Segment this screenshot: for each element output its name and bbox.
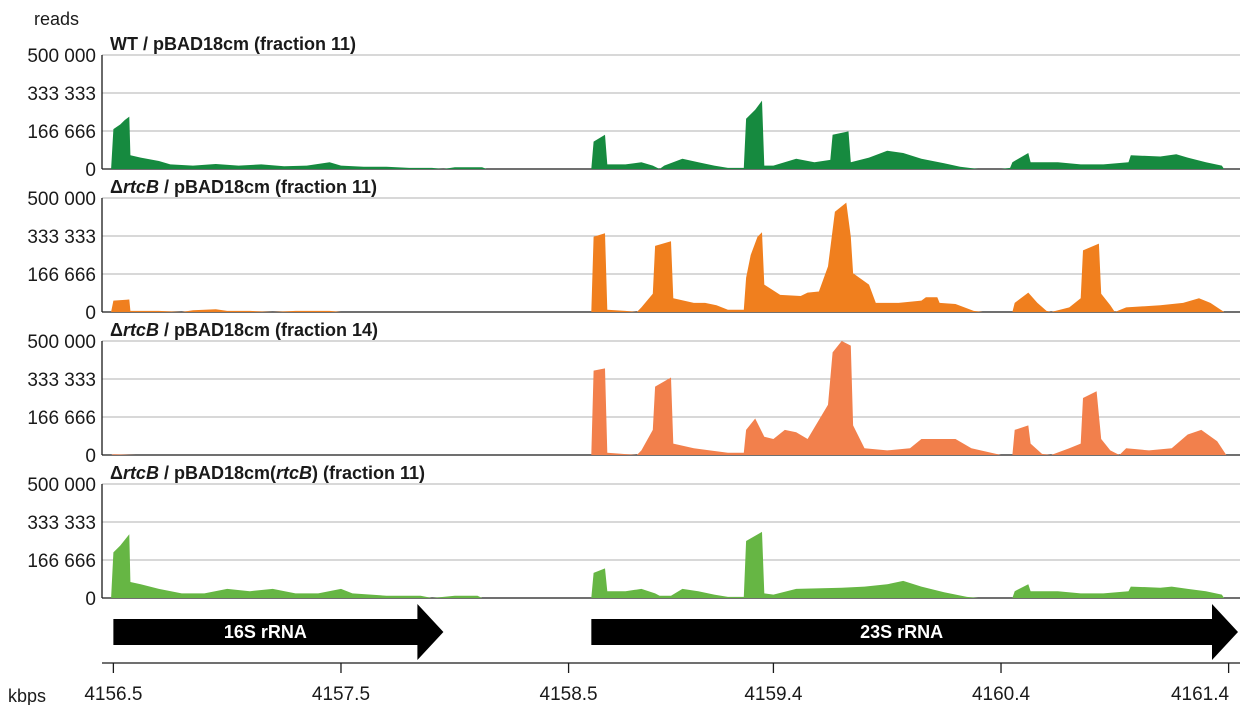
gene-arrow <box>591 604 1238 660</box>
coverage-area <box>111 531 1225 598</box>
y-tick-label: 166 666 <box>27 265 96 286</box>
x-tick-label: 4161.4 <box>1171 684 1230 705</box>
panel-title-part: Δ <box>110 320 123 340</box>
panel-title: ΔrtcB / pBAD18cm (fraction 11) <box>110 177 377 197</box>
y-tick-label: 333 333 <box>27 513 96 534</box>
panel-title: ΔrtcB / pBAD18cm(rtcB) (fraction 11) <box>110 463 425 483</box>
panel-rtcb-11: ΔrtcB / pBAD18cm (fraction 11) 0 166 666 33… <box>27 177 1240 324</box>
gene-arrow <box>113 604 444 660</box>
coverage-panels: WT / pBAD18cm (fraction 11) 0 166 666 333 3… <box>27 34 1240 610</box>
y-tick-label: 333 333 <box>27 370 96 391</box>
y-tick-label: 0 <box>85 303 96 324</box>
x-axis: 4156.5 4157.5 4158.5 4159.4 4160.4 4161.4 <box>84 662 1240 705</box>
y-tick-label: 166 666 <box>27 408 96 429</box>
x-tick-label: 4158.5 <box>540 684 598 705</box>
panel-title-part: / pBAD18cm (fraction 11) <box>159 177 377 197</box>
panel-wt: WT / pBAD18cm (fraction 11) 0 166 666 333 3… <box>27 34 1240 181</box>
y-tick-label: 0 <box>85 589 96 610</box>
panel-title-part: / pBAD18cm( <box>159 463 276 483</box>
coverage-area <box>111 341 1227 455</box>
y-tick-label: 333 333 <box>27 227 96 248</box>
panel-title-part: Δ <box>110 463 123 483</box>
coverage-area <box>111 100 1225 169</box>
panel-title-part: ) (fraction 11) <box>312 463 425 483</box>
y-tick-label: 166 666 <box>27 122 96 143</box>
panel-title-part: WT / pBAD18cm (fraction 11) <box>110 34 356 54</box>
x-tick-label: 4159.4 <box>744 684 803 705</box>
y-tick-label: 500 000 <box>27 332 96 353</box>
x-tick-label: 4157.5 <box>312 684 370 705</box>
coverage-area <box>111 202 1225 312</box>
y-tick-label: 500 000 <box>27 46 96 67</box>
panel-rtcb-14: ΔrtcB / pBAD18cm (fraction 14) 0 166 666 33… <box>27 320 1240 467</box>
panel-title-part: rtcB <box>123 320 159 340</box>
panel-title: WT / pBAD18cm (fraction 11) <box>110 34 356 54</box>
x-tick-label: 4156.5 <box>84 684 142 705</box>
panel-rtcb-comp: ΔrtcB / pBAD18cm(rtcB) (fraction 11)0166… <box>27 463 1240 610</box>
y-tick-label: 333 333 <box>27 84 96 105</box>
gene-label: 23S rRNA <box>860 622 943 642</box>
x-tick-label: 4160.4 <box>972 684 1031 705</box>
panel-title-part: rtcB <box>123 177 159 197</box>
y-tick-label: 500 000 <box>27 475 96 496</box>
panel-title-part: Δ <box>110 177 123 197</box>
gene-label: 16S rRNA <box>224 622 307 642</box>
panel-title-part: / pBAD18cm (fraction 14) <box>159 320 378 340</box>
y-tick-label: 166 666 <box>27 551 96 572</box>
x-axis-title: kbps <box>8 686 46 705</box>
gene-annotation-track: 16S rRNA 23S rRNA <box>113 604 1238 660</box>
panel-title-part: rtcB <box>123 463 159 483</box>
y-tick-label: 500 000 <box>27 189 96 210</box>
y-tick-label: 0 <box>85 446 96 467</box>
panel-title-part: rtcB <box>276 463 312 483</box>
y-tick-label: 0 <box>85 160 96 181</box>
y-axis-title: reads <box>34 9 79 29</box>
panel-title: ΔrtcB / pBAD18cm (fraction 14) <box>110 320 378 340</box>
